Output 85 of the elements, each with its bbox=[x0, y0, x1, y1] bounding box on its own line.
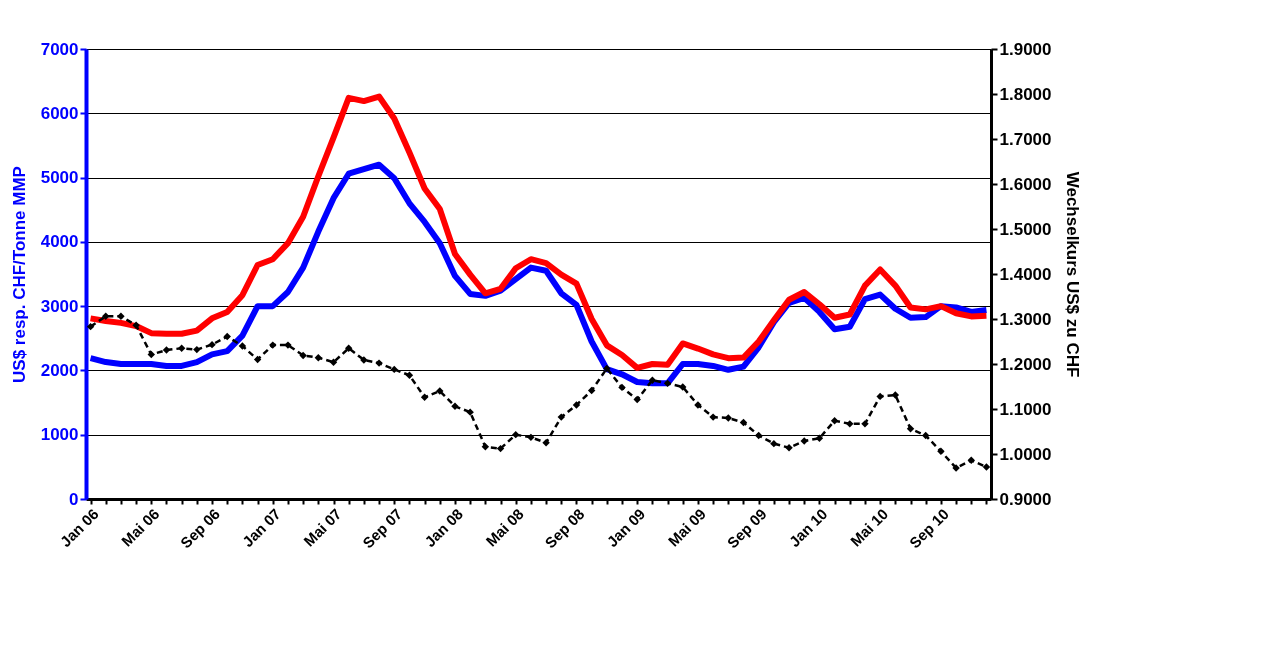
point bbox=[466, 408, 474, 416]
x-tick-label: Jan 07 bbox=[238, 505, 284, 551]
point bbox=[253, 355, 262, 364]
y-tick-label: 2000 bbox=[40, 360, 79, 380]
point bbox=[633, 395, 641, 404]
x-tick-label: Sep 06 bbox=[176, 505, 224, 552]
y2-axis-title: Wechselkurs US$ zu CHF bbox=[1063, 171, 1083, 378]
point bbox=[922, 431, 930, 440]
point bbox=[420, 393, 429, 402]
x-tick-label: Mai 10 bbox=[846, 505, 892, 550]
y-tick-label: 5000 bbox=[40, 168, 79, 188]
point bbox=[405, 371, 414, 379]
point bbox=[770, 439, 778, 448]
y2-tick-label: 1.5000 bbox=[999, 219, 1052, 239]
point bbox=[679, 383, 687, 391]
point bbox=[937, 447, 945, 456]
point bbox=[86, 322, 95, 331]
point bbox=[572, 401, 581, 409]
point bbox=[587, 386, 596, 395]
point bbox=[329, 358, 338, 366]
y-axis-title: US$ resp. CHF/Tonne MMP bbox=[9, 166, 29, 383]
point bbox=[724, 414, 733, 422]
point bbox=[648, 376, 657, 384]
point bbox=[982, 463, 991, 471]
y2-tick-label: 1.7000 bbox=[999, 129, 1052, 149]
point bbox=[876, 392, 884, 401]
x-tick-label: Mai 09 bbox=[664, 505, 710, 550]
point bbox=[542, 439, 550, 447]
point bbox=[132, 321, 140, 330]
point bbox=[557, 413, 565, 421]
point bbox=[496, 444, 505, 453]
point bbox=[830, 416, 839, 425]
point bbox=[891, 391, 900, 399]
point bbox=[193, 345, 201, 354]
y-tick-label: 7000 bbox=[40, 39, 79, 59]
point bbox=[815, 434, 824, 442]
point bbox=[299, 351, 307, 360]
x-tick-label: Mai 06 bbox=[117, 505, 163, 550]
point bbox=[739, 418, 748, 427]
y2-tick-label: 1.1000 bbox=[999, 399, 1052, 419]
x-tick-label: Mai 08 bbox=[482, 505, 527, 550]
point bbox=[208, 340, 216, 349]
point bbox=[269, 341, 277, 349]
y2-tick-label: 1.2000 bbox=[999, 354, 1052, 374]
point bbox=[147, 350, 155, 359]
point bbox=[223, 332, 231, 341]
point bbox=[451, 402, 459, 411]
y2-tick-label: 1.0000 bbox=[999, 444, 1052, 464]
point bbox=[603, 364, 611, 373]
y2-tick-label: 0.9000 bbox=[999, 489, 1052, 509]
y2-tick-label: 1.8000 bbox=[999, 84, 1052, 104]
point bbox=[663, 379, 672, 388]
point bbox=[512, 430, 520, 439]
y-tick-label: 3000 bbox=[40, 296, 79, 316]
point bbox=[390, 365, 398, 374]
y-tick-label: 6000 bbox=[40, 103, 79, 123]
x-tick-label: Sep 09 bbox=[723, 505, 770, 552]
y2-tick-label: 1.9000 bbox=[999, 39, 1052, 59]
point bbox=[162, 346, 171, 354]
y2-tick-label: 1.6000 bbox=[999, 174, 1052, 194]
y-tick-label: 1000 bbox=[40, 425, 79, 445]
x-tick-label: Jan 09 bbox=[603, 505, 649, 551]
point bbox=[754, 431, 763, 440]
point bbox=[967, 456, 975, 465]
x-tick-label: Mai 07 bbox=[300, 505, 345, 550]
y-tick-label: 4000 bbox=[40, 232, 79, 252]
point bbox=[846, 420, 854, 428]
point bbox=[238, 342, 247, 350]
point bbox=[344, 344, 353, 352]
x-tick-label: Sep 08 bbox=[541, 505, 588, 552]
y2-tick-label: 1.3000 bbox=[999, 309, 1052, 329]
x-tick-label: Sep 07 bbox=[359, 505, 406, 552]
point bbox=[906, 425, 915, 433]
x-tick-label: Jan 10 bbox=[785, 505, 831, 551]
x-tick-label: Jan 08 bbox=[421, 505, 467, 551]
point bbox=[117, 312, 125, 321]
y2-tick-label: 1.4000 bbox=[999, 264, 1052, 284]
point bbox=[102, 312, 110, 321]
point bbox=[177, 344, 186, 352]
point bbox=[314, 353, 323, 362]
point bbox=[527, 433, 535, 442]
point bbox=[785, 443, 793, 452]
x-tick-label: Sep 10 bbox=[905, 505, 952, 552]
point bbox=[481, 443, 490, 451]
point bbox=[618, 383, 626, 392]
